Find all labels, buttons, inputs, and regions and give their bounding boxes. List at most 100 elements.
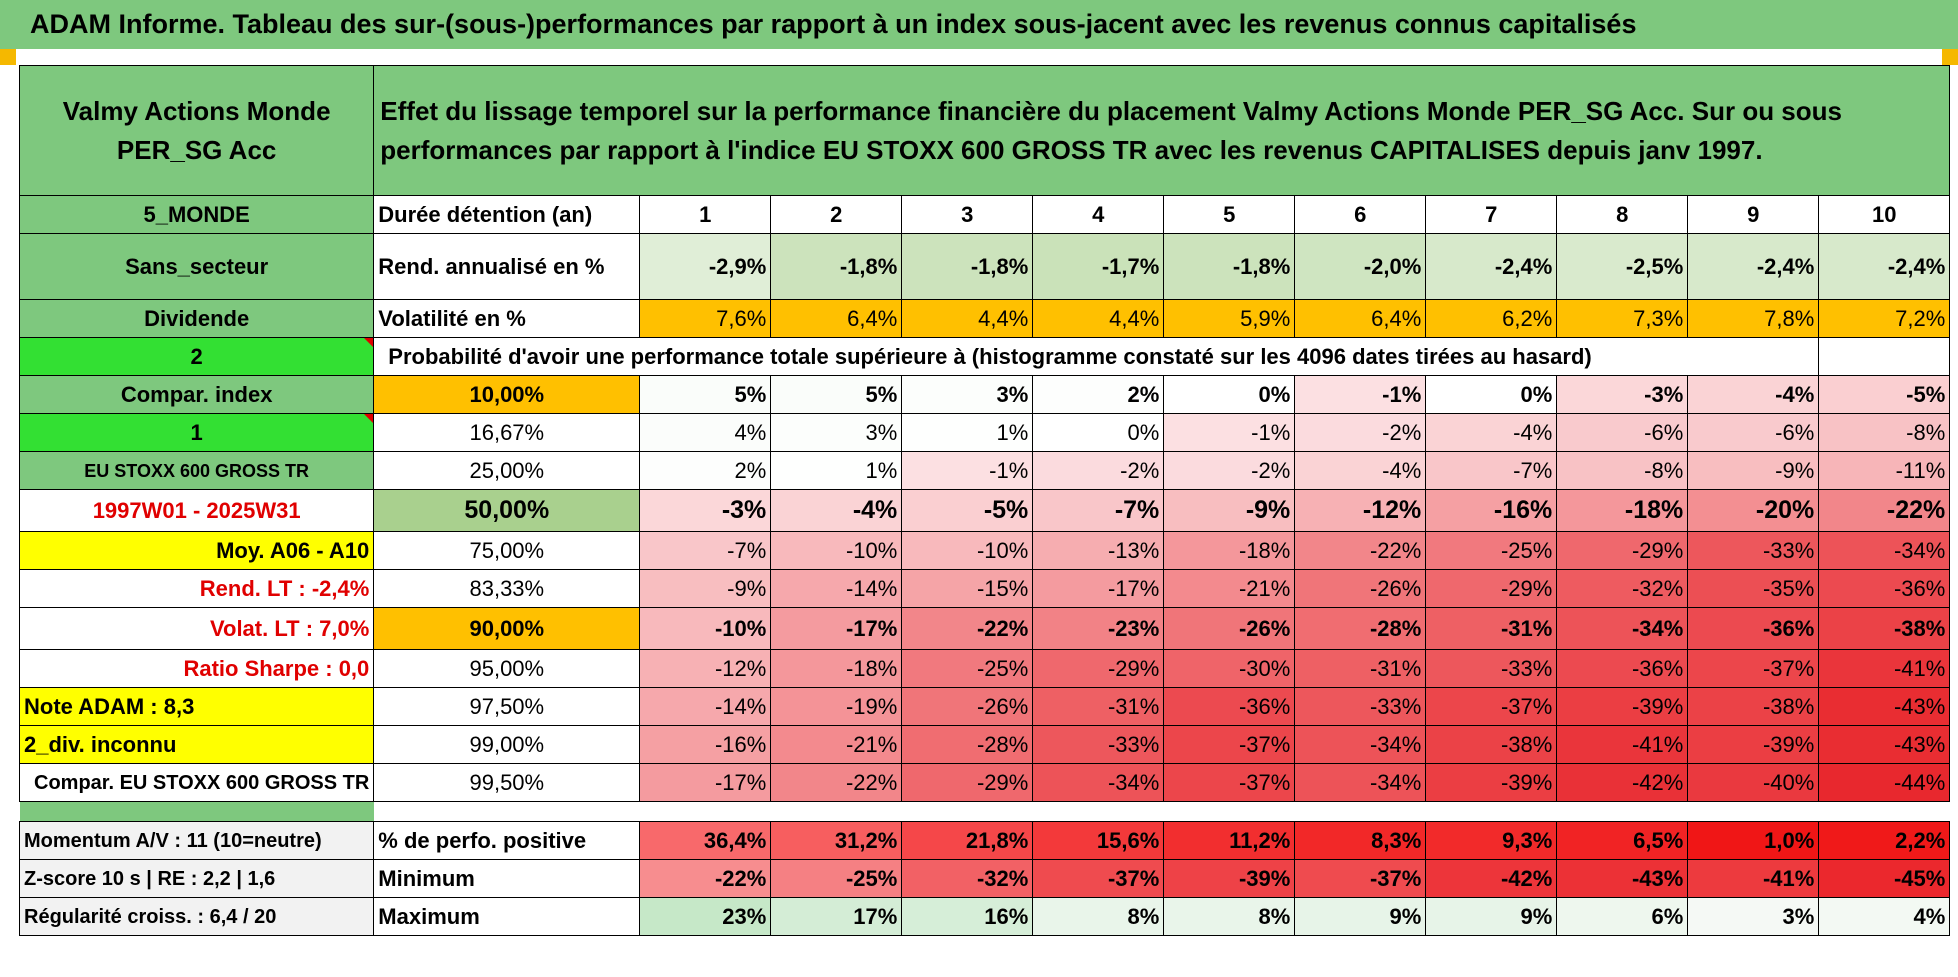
quantile-cell: -44%	[1818, 763, 1951, 802]
annualized-return-cell: -1,8%	[901, 233, 1034, 300]
quantile-cell: -39%	[1687, 725, 1820, 764]
stat-label-0: % de perfo. positive	[373, 821, 641, 860]
year-header-10: 10	[1818, 195, 1951, 234]
year-header-2: 2	[770, 195, 903, 234]
quantile-cell: 4%	[639, 413, 772, 452]
stat-cell: -32%	[901, 859, 1034, 898]
stat-cell: -22%	[639, 859, 772, 898]
quantile-cell: -18%	[1556, 489, 1689, 532]
quantile-cell: -38%	[1687, 687, 1820, 726]
regularity-label: Régularité croiss. : 6,4 / 20	[18, 897, 375, 936]
quantile-cell: -10%	[901, 531, 1034, 570]
annualized-return-cell: -2,4%	[1687, 233, 1820, 300]
year-header-6: 6	[1294, 195, 1427, 234]
quantile-cell: 1%	[901, 413, 1034, 452]
quantile-cell: -11%	[1818, 451, 1951, 490]
quantile-cell: -1%	[901, 451, 1034, 490]
quantile-cell: -14%	[639, 687, 772, 726]
quantile-cell: -35%	[1687, 569, 1820, 608]
quantile-cell: -7%	[639, 531, 772, 570]
stat-cell: 6,5%	[1556, 821, 1689, 860]
quantile-cell: -5%	[1818, 375, 1951, 414]
quantile-level-10: 99,50%	[373, 763, 641, 802]
fund-title: Valmy Actions Monde PER_SG Acc	[18, 65, 375, 196]
stat-cell: -37%	[1032, 859, 1165, 898]
year-header-8: 8	[1556, 195, 1689, 234]
dividend-code[interactable]: 2	[18, 337, 375, 376]
stat-cell: 3%	[1687, 897, 1820, 936]
quantile-cell: -37%	[1163, 725, 1296, 764]
stat-cell: 8%	[1163, 897, 1296, 936]
quantile-cell: 5%	[639, 375, 772, 414]
quantile-cell: -1%	[1163, 413, 1296, 452]
quantile-cell: -4%	[770, 489, 903, 532]
quantile-cell: -34%	[1556, 607, 1689, 650]
dividend-unknown: 2_div. inconnu	[18, 725, 375, 764]
adam-note: Note ADAM : 8,3	[18, 687, 375, 726]
compar-index-label: Compar. index	[18, 375, 375, 414]
stat-cell: -42%	[1425, 859, 1558, 898]
stat-cell: 6%	[1556, 897, 1689, 936]
quantile-cell: -4%	[1687, 375, 1820, 414]
quantile-cell: 3%	[901, 375, 1034, 414]
quantile-cell: -4%	[1294, 451, 1427, 490]
year-header-7: 7	[1425, 195, 1558, 234]
volatility-cell: 4,4%	[1032, 299, 1165, 338]
quantile-cell: -39%	[1425, 763, 1558, 802]
quantile-level-5: 83,33%	[373, 569, 641, 608]
quantile-cell: -41%	[1818, 649, 1951, 688]
quantile-cell: -21%	[770, 725, 903, 764]
quantile-level-8: 97,50%	[373, 687, 641, 726]
quantile-cell: -40%	[1687, 763, 1820, 802]
quantile-cell: -31%	[1032, 687, 1165, 726]
quantile-cell: -38%	[1818, 607, 1951, 650]
year-header-9: 9	[1687, 195, 1820, 234]
stat-cell: 16%	[901, 897, 1034, 936]
quantile-cell: -2%	[1163, 451, 1296, 490]
quantile-cell: 3%	[770, 413, 903, 452]
stat-cell: 17%	[770, 897, 903, 936]
quantile-cell: -33%	[1294, 687, 1427, 726]
quantile-cell: 5%	[770, 375, 903, 414]
quantile-cell: -43%	[1818, 725, 1951, 764]
quantile-cell: -19%	[770, 687, 903, 726]
volat-lt-value: Volat. LT : 7,0%	[18, 607, 375, 650]
quantile-cell: -22%	[1818, 489, 1951, 532]
stat-cell: 8,3%	[1294, 821, 1427, 860]
quantile-cell: -42%	[1556, 763, 1689, 802]
compar-code[interactable]: 1	[18, 413, 375, 452]
quantile-cell: -20%	[1687, 489, 1820, 532]
year-header-5: 5	[1163, 195, 1296, 234]
quantile-cell: -10%	[639, 607, 772, 650]
quantile-cell: -36%	[1556, 649, 1689, 688]
zscore-label: Z-score 10 s | RE : 2,2 | 1,6	[18, 859, 375, 898]
compar-full-label: Compar. EU STOXX 600 GROSS TR	[18, 763, 375, 802]
quantile-cell: 1%	[770, 451, 903, 490]
quantile-cell: -43%	[1818, 687, 1951, 726]
quantile-cell: 0%	[1163, 375, 1296, 414]
volatility-cell: 4,4%	[901, 299, 1034, 338]
stat-cell: -41%	[1687, 859, 1820, 898]
quantile-cell: -38%	[1425, 725, 1558, 764]
stat-label-1: Minimum	[373, 859, 641, 898]
quantile-cell: -14%	[770, 569, 903, 608]
quantile-cell: -37%	[1425, 687, 1558, 726]
quantile-cell: -25%	[901, 649, 1034, 688]
empty-cell	[1818, 337, 1951, 376]
annualized-return-cell: -2,5%	[1556, 233, 1689, 300]
quantile-cell: -36%	[1818, 569, 1951, 608]
quantile-cell: -28%	[901, 725, 1034, 764]
quantile-cell: -31%	[1294, 649, 1427, 688]
quantile-cell: -34%	[1294, 725, 1427, 764]
quantile-cell: -23%	[1032, 607, 1165, 650]
stat-cell: 1,0%	[1687, 821, 1820, 860]
annualized-return-cell: -2,4%	[1818, 233, 1951, 300]
quantile-cell: -33%	[1687, 531, 1820, 570]
stat-cell: 11,2%	[1163, 821, 1296, 860]
annualized-return-cell: -2,0%	[1294, 233, 1427, 300]
quantile-cell: -33%	[1425, 649, 1558, 688]
quantile-cell: -37%	[1163, 763, 1296, 802]
year-header-3: 3	[901, 195, 1034, 234]
quantile-cell: -22%	[1294, 531, 1427, 570]
quantile-cell: -26%	[901, 687, 1034, 726]
